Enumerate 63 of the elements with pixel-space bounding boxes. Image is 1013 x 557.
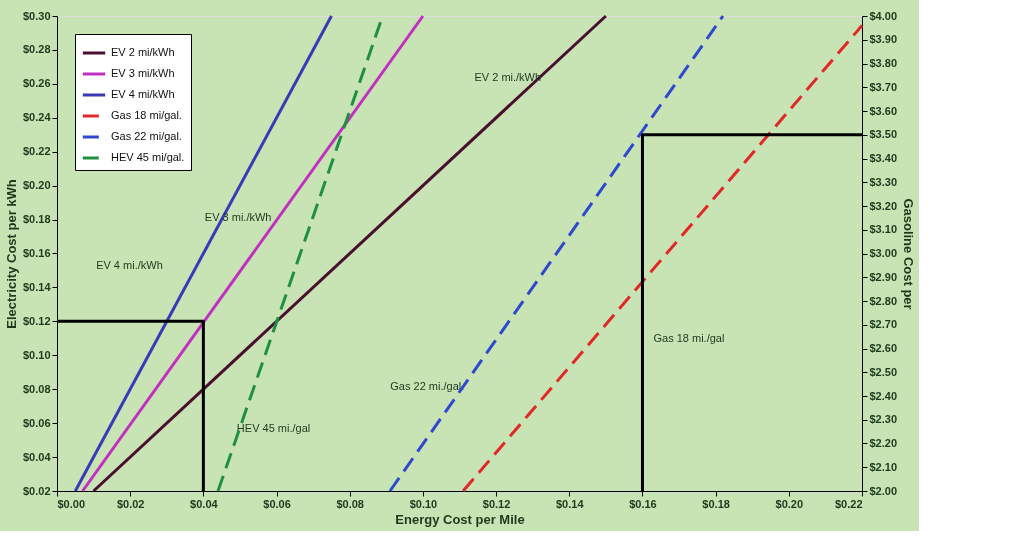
y2-tick-label: $2.30 xyxy=(869,413,898,426)
y-tick-label: $0.26 xyxy=(22,77,51,90)
y-tick-label: $0.24 xyxy=(22,111,52,124)
legend-label: EV 4 mi/kWh xyxy=(111,88,175,100)
annotation: HEV 45 mi./gal xyxy=(236,422,311,435)
x-tick-label: $0.02 xyxy=(116,497,145,510)
y2-axis-title: Gasoline Cost per xyxy=(901,198,917,310)
y-tick-label: $0.16 xyxy=(22,247,51,259)
y2-tick-label: $3.50 xyxy=(869,128,898,141)
y-tick-label: $0.30 xyxy=(22,9,51,22)
legend-label: Gas 18 mi/gal. xyxy=(111,109,182,121)
y2-tick-label: $2.40 xyxy=(869,389,898,402)
y2-tick-label: $3.90 xyxy=(869,33,898,46)
annotation: EV 2 mi./kWh xyxy=(474,70,542,83)
annotation: Gas 18 mi./gal xyxy=(653,332,725,344)
annotation: EV 3 mi./kWh xyxy=(204,210,272,223)
y2-tick-label: $2.90 xyxy=(869,270,898,283)
x-tick-label: $0.04 xyxy=(190,497,219,510)
x-tick-label: $0.06 xyxy=(263,497,291,510)
y2-tick-label: $2.60 xyxy=(869,342,898,354)
legend-label: EV 3 mi/kWh xyxy=(111,67,175,79)
x-tick-label: $0.00 xyxy=(57,497,86,510)
y-axis-title: Electricity Cost per kWh xyxy=(3,179,19,329)
y2-tick-label: $3.70 xyxy=(869,80,898,93)
annotation: EV 4 mi./kWh xyxy=(96,258,163,271)
y-tick-label: $0.14 xyxy=(22,280,52,293)
y-tick-label: $0.20 xyxy=(22,179,51,192)
y-tick-label: $0.28 xyxy=(22,43,51,56)
y2-tick-label: $2.20 xyxy=(869,437,898,449)
x-axis-title: Energy Cost per Mile xyxy=(395,511,525,527)
x-tick-label: $0.08 xyxy=(336,497,364,510)
y-tick-label: $0.08 xyxy=(22,382,51,395)
annotation: Gas 22 mi./gal. xyxy=(390,379,465,392)
y-tick-label: $0.04 xyxy=(22,450,52,463)
legend-label: EV 2 mi/kWh xyxy=(111,46,175,58)
y2-tick-label: $3.10 xyxy=(869,223,898,236)
x-tick-label: $0.12 xyxy=(482,497,511,510)
y2-tick-label: $3.30 xyxy=(869,175,898,188)
y-tick-label: $0.18 xyxy=(22,213,51,226)
legend-label: HEV 45 mi/gal. xyxy=(111,151,185,163)
x-tick-label: $0.20 xyxy=(775,497,804,510)
x-tick-label: $0.16 xyxy=(629,497,657,510)
legend-label: Gas 22 mi/gal. xyxy=(111,130,182,142)
y-tick-label: $0.06 xyxy=(22,416,51,429)
x-tick-label: $0.10 xyxy=(409,497,438,510)
y2-tick-label: $2.50 xyxy=(869,365,898,378)
x-tick-label: $0.14 xyxy=(556,497,585,510)
y2-tick-label: $3.60 xyxy=(869,104,898,117)
y2-tick-label: $2.00 xyxy=(869,484,898,497)
y-tick-label: $0.02 xyxy=(22,484,51,497)
y-tick-label: $0.12 xyxy=(22,314,51,327)
y2-tick-label: $3.80 xyxy=(869,57,898,69)
y-tick-label: $0.10 xyxy=(22,348,51,361)
x-tick-label: $0.22 xyxy=(834,497,863,510)
y-tick-label: $0.22 xyxy=(22,145,51,158)
y2-tick-label: $4.00 xyxy=(869,9,898,22)
y2-tick-label: $3.20 xyxy=(869,199,898,212)
y2-tick-label: $2.80 xyxy=(869,294,898,307)
y2-tick-label: $2.70 xyxy=(869,318,898,331)
y2-tick-label: $3.00 xyxy=(869,247,898,259)
y2-tick-label: $3.40 xyxy=(869,152,898,164)
y2-tick-label: $2.10 xyxy=(869,460,898,473)
x-tick-label: $0.18 xyxy=(702,497,730,510)
